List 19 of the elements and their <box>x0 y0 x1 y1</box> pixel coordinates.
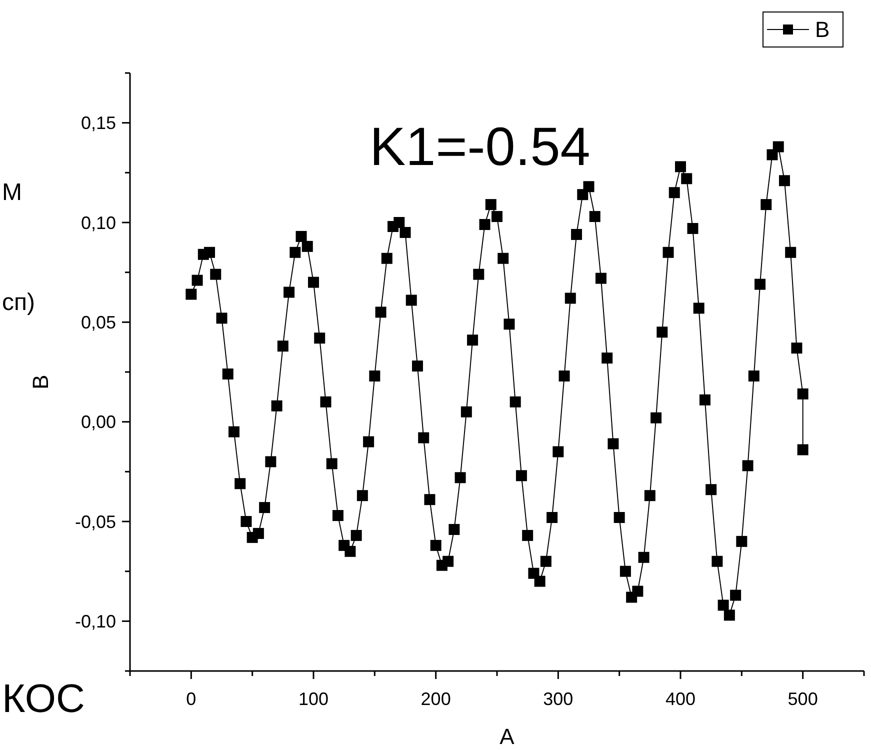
y-axis-title: B <box>28 374 53 390</box>
y-tick-label: -0,05 <box>74 512 116 532</box>
x-tick-label: 300 <box>543 689 574 709</box>
y-tick-label: -0,10 <box>74 611 116 632</box>
legend-label: B <box>815 17 830 42</box>
y-tick-label: 0,15 <box>80 113 116 134</box>
x-tick-label: 0 <box>186 689 196 709</box>
x-tick-label: 100 <box>298 689 329 709</box>
y-tick-label: 0,05 <box>80 312 116 332</box>
y-tick-label: 0,00 <box>80 412 116 432</box>
x-tick-label: 500 <box>788 689 818 709</box>
text: М <box>2 179 22 206</box>
y-tick-label: 0,10 <box>80 212 116 233</box>
text: сп) <box>2 289 35 316</box>
x-axis-title: A <box>500 724 515 749</box>
text: КОС <box>2 677 85 721</box>
text: K1=-0.54 <box>370 117 590 177</box>
x-tick-label: 400 <box>665 689 696 709</box>
x-tick-label: 200 <box>420 689 451 709</box>
